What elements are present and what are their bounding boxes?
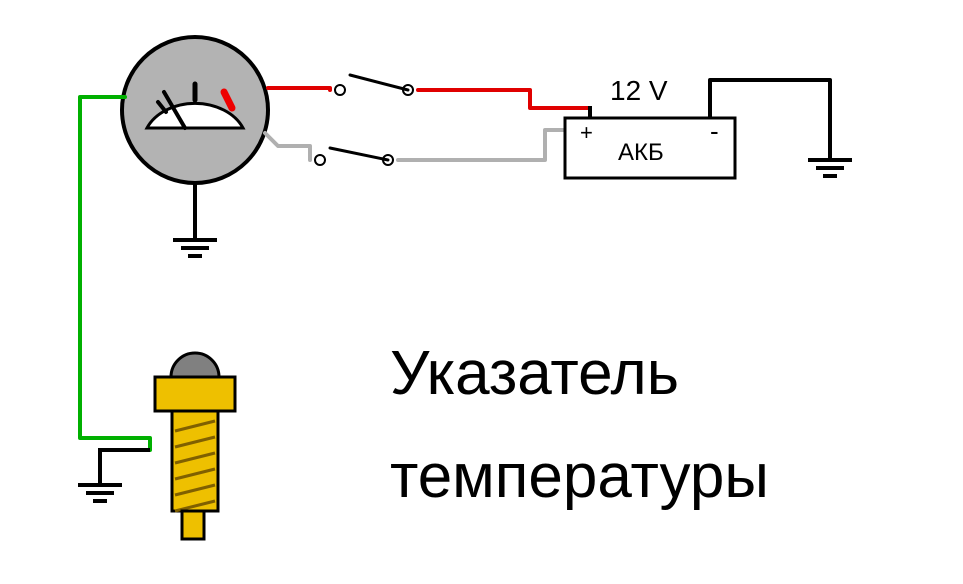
battery-label: АКБ: [618, 139, 664, 166]
battery-minus: -: [710, 116, 719, 146]
ground-sensor-lead: [100, 450, 150, 485]
sensor-tip: [182, 511, 204, 539]
switch-gray-node-l: [315, 155, 325, 165]
sensor-nut: [155, 377, 235, 411]
switch-gray-arm: [330, 148, 388, 160]
switch-red-arm: [350, 75, 408, 90]
red-wire: [268, 88, 590, 108]
sensor-dome: [171, 353, 219, 377]
battery-voltage: 12 V: [610, 75, 668, 106]
battery-plus: +: [580, 120, 593, 145]
diagram-title-line2: температуры: [390, 438, 769, 516]
switch-red-node-l: [335, 85, 345, 95]
diagram-title-line1: Указатель: [390, 335, 679, 413]
gray-wire: [265, 130, 565, 160]
